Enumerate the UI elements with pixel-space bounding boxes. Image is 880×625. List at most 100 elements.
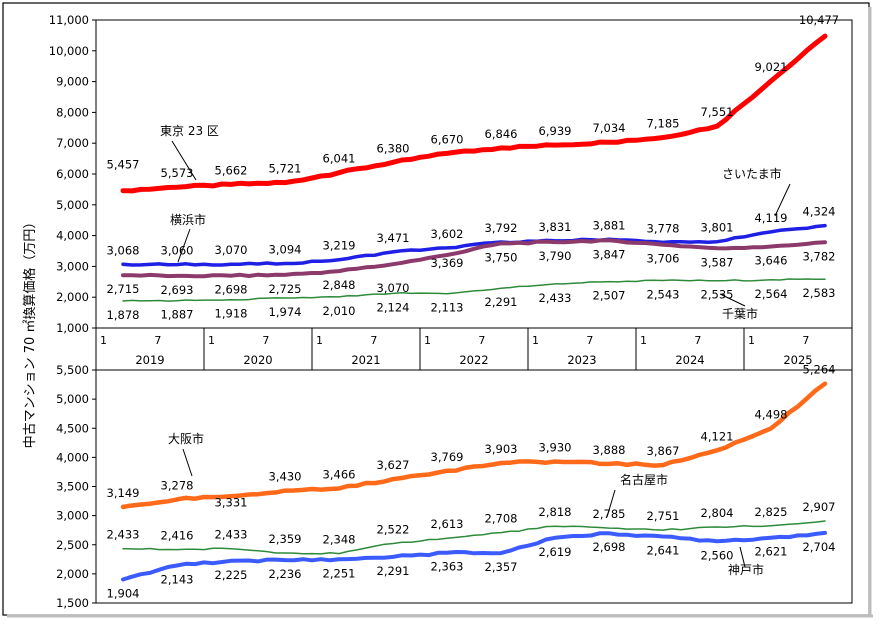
year-label: 2019 [135, 353, 164, 367]
data-label: 3,782 [803, 249, 836, 263]
data-label: 4,121 [701, 429, 734, 443]
data-label: 3,627 [377, 458, 410, 472]
data-label: 2,363 [431, 560, 464, 574]
data-label: 3,068 [107, 243, 140, 257]
data-label: 10,477 [799, 13, 839, 27]
series-name-nagoya: 名古屋市 [620, 472, 668, 487]
month-tick-label: 1 [100, 334, 107, 347]
data-label: 1,887 [161, 308, 194, 322]
series-line-osaka [120, 381, 828, 510]
data-label: 3,867 [647, 444, 680, 458]
data-label: 3,792 [485, 221, 518, 235]
data-label: 6,380 [377, 141, 410, 155]
data-label: 3,847 [593, 247, 626, 261]
y-tick-label: 5,000 [56, 198, 89, 212]
data-label: 3,801 [701, 221, 734, 235]
data-label: 2,433 [215, 528, 248, 542]
data-label: 4,119 [755, 211, 788, 225]
month-tick-label: 1 [208, 334, 215, 347]
month-tick-label: 7 [154, 334, 161, 347]
data-label: 1,974 [269, 305, 302, 319]
data-label: 2,124 [377, 300, 410, 314]
data-label: 3,369 [431, 256, 464, 270]
year-label: 2021 [351, 353, 380, 367]
leader-line [739, 546, 746, 568]
data-label: 2,010 [323, 304, 356, 318]
data-label: 2,535 [701, 288, 734, 302]
leader-line [719, 293, 746, 307]
month-tick-label: 1 [748, 334, 755, 347]
data-label: 3,769 [431, 450, 464, 464]
data-label: 9,021 [755, 60, 788, 74]
data-label: 3,060 [161, 244, 194, 258]
data-label: 2,291 [377, 564, 410, 578]
data-label: 3,278 [161, 478, 194, 492]
data-label: 2,641 [647, 544, 680, 558]
data-label: 2,818 [539, 505, 572, 519]
y-tick-label: 5,000 [56, 392, 89, 406]
data-label: 7,551 [701, 105, 734, 119]
data-label: 1,918 [215, 307, 248, 321]
data-label: 3,149 [107, 486, 140, 500]
data-label: 5,721 [269, 162, 302, 176]
y-tick-label: 1,500 [56, 596, 89, 610]
month-tick-label: 1 [316, 334, 323, 347]
data-label: 5,573 [161, 166, 194, 180]
data-label: 3,587 [701, 255, 734, 269]
data-label: 3,888 [593, 443, 626, 457]
series-name-saitama: さいたま市 [722, 166, 782, 181]
bottom-chart: 1,500 2,000 2,500 3,000 3,500 4,000 4,500 5,000… [56, 363, 853, 610]
data-label: 7,034 [593, 121, 626, 135]
data-label: 2,621 [755, 545, 788, 559]
y-tick-label: 2,000 [56, 567, 89, 581]
series-name-chiba: 千葉市 [722, 306, 758, 321]
y-tick-label: 7,000 [56, 136, 89, 150]
data-label: 3,471 [377, 231, 410, 245]
series-line-yokohama [121, 238, 827, 279]
data-label: 1,878 [107, 308, 140, 322]
data-label: 5,264 [803, 363, 836, 377]
leader-line [774, 183, 791, 217]
data-label: 2,507 [593, 289, 626, 303]
data-label: 3,219 [323, 239, 356, 253]
y-tick-label: 1,000 [56, 321, 89, 335]
data-label: 3,430 [269, 470, 302, 484]
data-label: 4,498 [755, 407, 788, 421]
year-label: 2024 [675, 353, 704, 367]
data-label: 2,848 [323, 278, 356, 292]
series-name-kobe: 神戸市 [728, 562, 764, 577]
data-label: 3,466 [323, 467, 356, 481]
data-label: 2,708 [485, 512, 518, 526]
data-label: 2,693 [161, 283, 194, 297]
series-name-tokyo: 東京 23 区 [160, 124, 219, 138]
data-label: 2,357 [485, 560, 518, 574]
data-label: 3,070 [377, 281, 410, 295]
data-label: 2,704 [803, 540, 836, 554]
y-tick-label: 9,000 [56, 75, 89, 89]
data-label: 2,433 [107, 528, 140, 542]
data-label: 2,251 [323, 566, 356, 580]
data-label: 3,778 [647, 221, 680, 235]
data-label: 3,331 [215, 495, 248, 509]
data-label: 2,698 [593, 540, 626, 554]
month-tick-label: 7 [694, 334, 701, 347]
data-label: 3,706 [647, 252, 680, 266]
y-tick-label: 8,000 [56, 105, 89, 119]
series-line-nagoya [122, 520, 826, 555]
month-tick-label: 7 [586, 334, 593, 347]
data-label: 5,457 [107, 158, 140, 172]
data-label: 3,831 [539, 220, 572, 234]
data-label: 6,846 [485, 127, 518, 141]
data-label: 3,903 [485, 442, 518, 456]
data-label: 3,790 [539, 249, 572, 263]
data-label: 2,225 [215, 568, 248, 582]
data-label: 6,939 [539, 124, 572, 138]
leader-line [177, 228, 191, 263]
data-label: 3,750 [485, 250, 518, 264]
data-label: 7,185 [647, 117, 680, 131]
top-chart: 1,000 2,000 3,000 4,000 5,000 6,000 7,000 8,000… [49, 13, 853, 335]
year-label: 2023 [567, 353, 596, 367]
data-label: 2,416 [161, 529, 194, 543]
leader-line [171, 140, 197, 181]
